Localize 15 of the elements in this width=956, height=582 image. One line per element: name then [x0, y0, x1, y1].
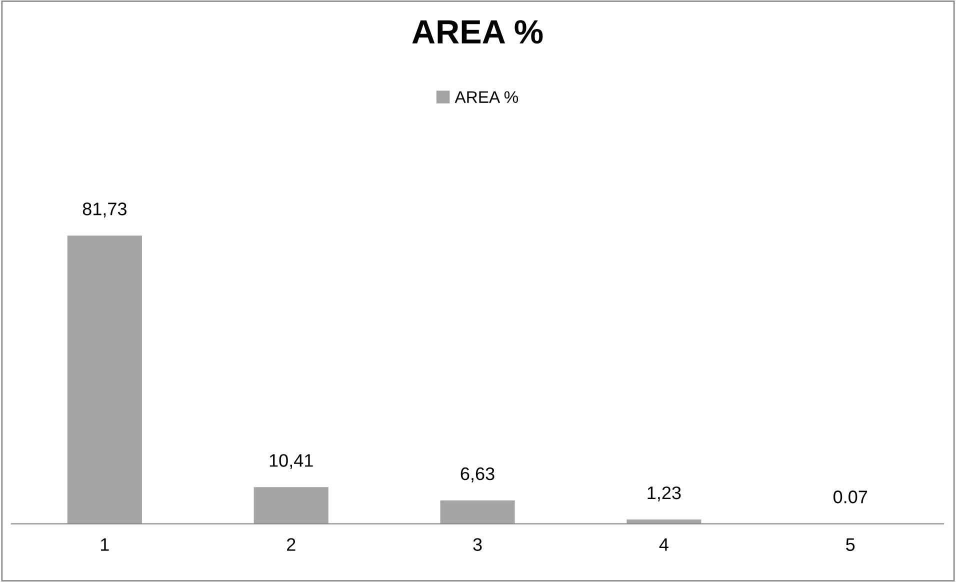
legend-label: AREA % — [454, 91, 518, 103]
chart-title: AREA % — [412, 20, 543, 44]
bar — [67, 236, 142, 524]
bar — [254, 487, 328, 524]
data-label: 81,73 — [82, 202, 126, 218]
x-tick-label: 5 — [846, 538, 855, 551]
x-tick-label: 3 — [473, 538, 482, 551]
data-label: 6,63 — [460, 467, 494, 482]
x-tick-label: 1 — [101, 538, 109, 551]
x-tick-label: 4 — [659, 538, 668, 551]
data-label: 10,41 — [270, 454, 313, 469]
data-label: 1,23 — [648, 486, 681, 502]
bar — [440, 500, 515, 524]
x-tick-label: 2 — [286, 538, 296, 551]
data-label: 0.07 — [834, 490, 868, 504]
